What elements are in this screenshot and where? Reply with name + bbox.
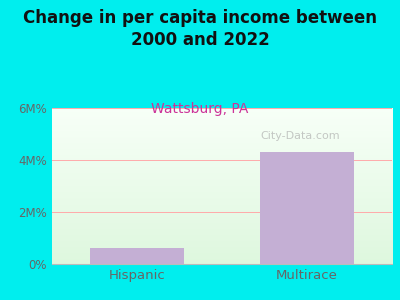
Text: Change in per capita income between
2000 and 2022: Change in per capita income between 2000…	[23, 9, 377, 49]
Text: City-Data.com: City-Data.com	[260, 131, 340, 141]
Bar	[260, 152, 354, 264]
Bar	[90, 248, 184, 264]
Text: Wattsburg, PA: Wattsburg, PA	[151, 102, 249, 116]
